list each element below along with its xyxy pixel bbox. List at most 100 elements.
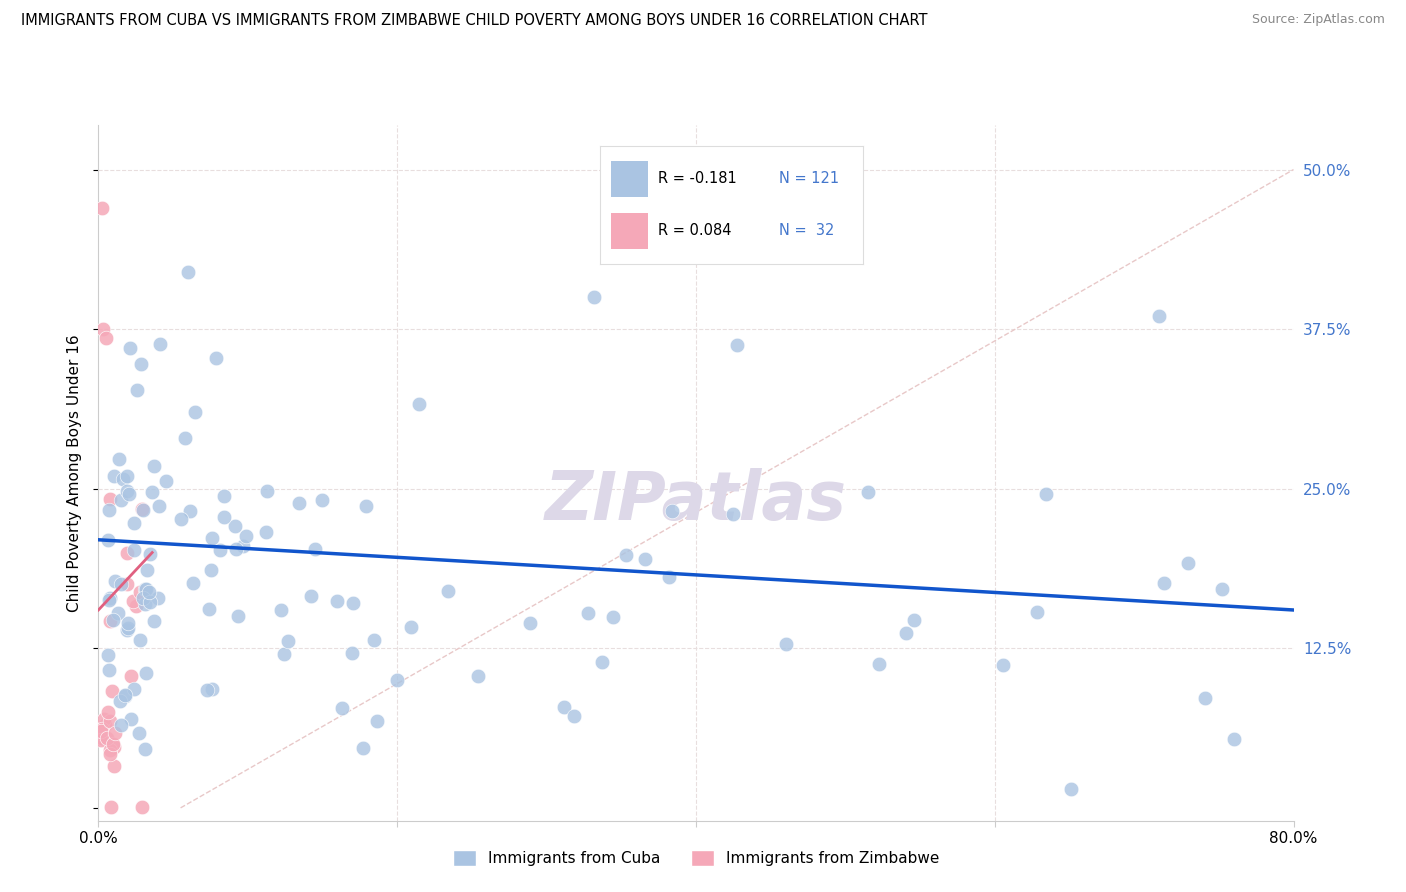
Point xyxy=(142,615,165,629)
Point xyxy=(277,633,299,648)
Point xyxy=(104,726,127,740)
Point xyxy=(110,718,132,732)
Point xyxy=(1223,732,1246,747)
Point xyxy=(408,396,430,410)
Point xyxy=(288,496,311,510)
Point xyxy=(226,608,249,623)
Point xyxy=(721,507,744,521)
Point xyxy=(342,596,364,610)
Point xyxy=(725,337,748,351)
Point xyxy=(91,727,114,741)
Point xyxy=(311,493,333,508)
Text: ZIPatlas: ZIPatlas xyxy=(546,467,846,533)
Point xyxy=(97,648,120,662)
Point xyxy=(401,620,423,634)
Text: R = 0.084: R = 0.084 xyxy=(658,223,731,238)
Point xyxy=(136,563,159,577)
Point xyxy=(991,658,1014,673)
Point xyxy=(103,737,125,751)
Point xyxy=(98,714,121,728)
Point xyxy=(235,529,257,543)
Point xyxy=(1211,582,1233,596)
Point xyxy=(115,469,138,483)
Point xyxy=(170,512,193,526)
Point xyxy=(198,602,221,616)
Point xyxy=(128,726,150,740)
Point xyxy=(98,743,121,757)
Point xyxy=(100,747,122,762)
Point xyxy=(592,655,614,669)
Point xyxy=(134,582,156,596)
Point xyxy=(132,503,155,517)
Point xyxy=(658,570,681,584)
Point xyxy=(634,552,657,566)
Point xyxy=(868,657,890,671)
Point xyxy=(467,669,489,683)
Point xyxy=(201,531,224,545)
Point xyxy=(519,616,541,631)
Point xyxy=(174,430,197,444)
Point xyxy=(100,591,122,605)
Point xyxy=(90,733,112,747)
Point xyxy=(138,585,160,599)
Point xyxy=(775,637,797,651)
Point xyxy=(107,606,129,620)
Point xyxy=(195,682,218,697)
Point xyxy=(256,484,278,499)
Point xyxy=(134,741,156,756)
Point xyxy=(304,541,326,556)
Point xyxy=(141,485,163,500)
Point xyxy=(142,459,165,474)
Point xyxy=(108,694,131,708)
Point xyxy=(91,722,114,736)
Point xyxy=(118,341,141,355)
Point xyxy=(208,542,231,557)
Point xyxy=(342,646,364,660)
Point xyxy=(903,614,925,628)
Point xyxy=(148,499,170,513)
Point xyxy=(576,606,599,620)
Point xyxy=(225,541,247,556)
Point xyxy=(107,451,129,466)
Point xyxy=(114,690,136,704)
Point xyxy=(90,724,112,739)
Point xyxy=(135,582,157,596)
Point xyxy=(129,357,152,371)
Point xyxy=(124,516,146,530)
Point xyxy=(212,489,235,503)
Point xyxy=(149,336,172,351)
Point xyxy=(115,484,138,499)
Point xyxy=(330,701,353,715)
Bar xyxy=(610,161,648,196)
Point xyxy=(117,623,139,637)
Point xyxy=(134,597,156,611)
Point xyxy=(132,591,155,605)
Text: N = 121: N = 121 xyxy=(779,171,839,186)
Point xyxy=(856,485,879,500)
Point xyxy=(91,201,114,215)
Point xyxy=(1177,556,1199,570)
Point xyxy=(120,669,142,683)
Point xyxy=(131,799,153,814)
Text: N =  32: N = 32 xyxy=(779,223,835,238)
Point xyxy=(354,500,377,514)
Point xyxy=(325,594,347,608)
Point xyxy=(110,492,132,507)
Point xyxy=(1026,605,1049,619)
Point xyxy=(117,621,139,635)
Point xyxy=(114,688,136,702)
Text: IMMIGRANTS FROM CUBA VS IMMIGRANTS FROM ZIMBABWE CHILD POVERTY AMONG BOYS UNDER : IMMIGRANTS FROM CUBA VS IMMIGRANTS FROM … xyxy=(21,13,928,29)
Point xyxy=(97,533,120,547)
Point xyxy=(232,539,254,553)
Point xyxy=(254,524,277,539)
Point xyxy=(131,501,153,516)
Point xyxy=(117,546,139,560)
Point xyxy=(273,647,295,661)
Point xyxy=(125,599,148,614)
Point xyxy=(614,548,637,562)
Point xyxy=(270,603,292,617)
Point xyxy=(90,724,112,739)
Point xyxy=(894,625,917,640)
Point xyxy=(94,331,117,345)
Point xyxy=(437,584,460,599)
